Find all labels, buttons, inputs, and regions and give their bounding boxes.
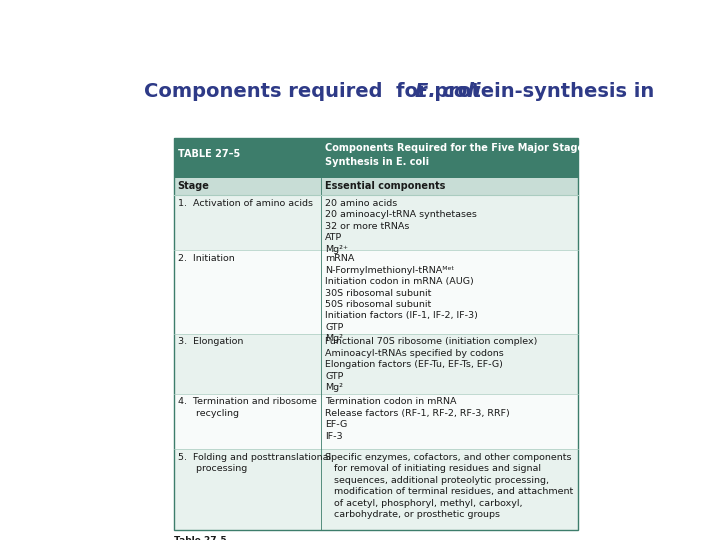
FancyBboxPatch shape (174, 138, 321, 178)
Text: 4.  Termination and ribosome
      recycling: 4. Termination and ribosome recycling (178, 397, 317, 418)
Text: TABLE 27–5: TABLE 27–5 (178, 149, 240, 159)
FancyBboxPatch shape (174, 251, 578, 334)
Text: E. coli: E. coli (415, 82, 481, 101)
Text: Termination codon in mRNA
Release factors (RF-1, RF-2, RF-3, RRF)
EF-G
IF-3: Termination codon in mRNA Release factor… (325, 397, 510, 441)
Text: 2.  Initiation: 2. Initiation (178, 254, 234, 263)
Text: 1.  Activation of amino acids: 1. Activation of amino acids (178, 199, 312, 208)
FancyBboxPatch shape (321, 138, 578, 178)
Text: 20 amino acids
20 aminoacyl-tRNA synthetases
32 or more tRNAs
ATP
Mg²⁺: 20 amino acids 20 aminoacyl-tRNA synthet… (325, 199, 477, 254)
Text: Stage: Stage (178, 181, 210, 192)
FancyBboxPatch shape (174, 334, 578, 394)
Text: Components required  for protein-synthesis in: Components required for protein-synthesi… (144, 82, 661, 101)
Text: Specific enzymes, cofactors, and other components
   for removal of initiating r: Specific enzymes, cofactors, and other c… (325, 453, 574, 519)
Text: 5.  Folding and posttranslational
      processing: 5. Folding and posttranslational process… (178, 453, 330, 474)
Text: Table 27-5: Table 27-5 (174, 536, 226, 540)
Text: Components Required for the Five Major Stages of Protein
Synthesis in E. coli: Components Required for the Five Major S… (325, 143, 648, 166)
FancyBboxPatch shape (174, 449, 578, 530)
FancyBboxPatch shape (174, 394, 578, 449)
Text: 3.  Elongation: 3. Elongation (178, 338, 243, 346)
FancyBboxPatch shape (174, 178, 578, 195)
Text: mRNA
N-Formylmethionyl-tRNAᴹᵉᵗ
Initiation codon in mRNA (AUG)
30S ribosomal subu: mRNA N-Formylmethionyl-tRNAᴹᵉᵗ Initiatio… (325, 254, 478, 343)
FancyBboxPatch shape (174, 195, 578, 251)
Text: Essential components: Essential components (325, 181, 446, 192)
Text: Functional 70S ribosome (initiation complex)
Aminoacyl-tRNAs specified by codons: Functional 70S ribosome (initiation comp… (325, 338, 538, 392)
